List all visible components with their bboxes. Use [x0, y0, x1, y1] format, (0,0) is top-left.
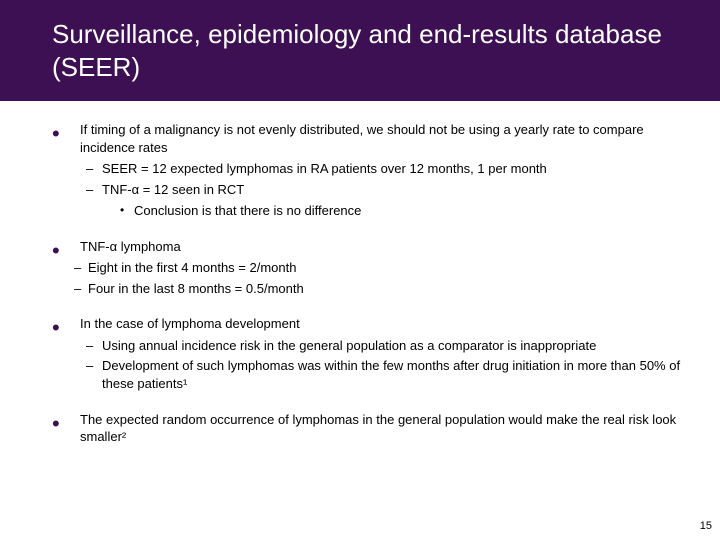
sub-list: Eight in the first 4 months = 2/month Fo…	[80, 259, 686, 297]
sub-list: Using annual incidence risk in the gener…	[80, 337, 686, 393]
bullet-item: If timing of a malignancy is not evenly …	[52, 121, 686, 220]
slide-title: Surveillance, epidemiology and end-resul…	[52, 18, 686, 83]
subsub-list: Conclusion is that there is no differenc…	[102, 202, 686, 220]
sub-item: Development of such lymphomas was within…	[80, 357, 686, 392]
subsub-text: Conclusion is that there is no differenc…	[134, 203, 361, 218]
sub-text: Development of such lymphomas was within…	[102, 358, 680, 391]
sub-text: Using annual incidence risk in the gener…	[102, 338, 596, 353]
sub-list: SEER = 12 expected lymphomas in RA patie…	[80, 160, 686, 220]
bullet-item: TNF-α lymphoma Eight in the first 4 mont…	[52, 238, 686, 298]
sub-text: Eight in the first 4 months = 2/month	[88, 260, 296, 275]
title-bar: Surveillance, epidemiology and end-resul…	[0, 0, 720, 101]
bullet-text: If timing of a malignancy is not evenly …	[80, 122, 644, 155]
bullet-text: TNF-α lymphoma	[80, 239, 181, 254]
sub-item: SEER = 12 expected lymphomas in RA patie…	[80, 160, 686, 178]
bullet-list: If timing of a malignancy is not evenly …	[52, 121, 686, 446]
slide-content: If timing of a malignancy is not evenly …	[0, 101, 720, 446]
sub-item: Eight in the first 4 months = 2/month	[80, 259, 686, 277]
bullet-item: The expected random occurrence of lympho…	[52, 411, 686, 446]
bullet-text: The expected random occurrence of lympho…	[80, 412, 676, 445]
sub-item: Four in the last 8 months = 0.5/month	[80, 280, 686, 298]
page-number: 15	[700, 520, 712, 532]
subsub-item: Conclusion is that there is no differenc…	[102, 202, 686, 220]
bullet-text: In the case of lymphoma development	[80, 316, 300, 331]
sub-text: TNF-α = 12 seen in RCT	[102, 182, 244, 197]
slide: Surveillance, epidemiology and end-resul…	[0, 0, 720, 540]
sub-item: Using annual incidence risk in the gener…	[80, 337, 686, 355]
sub-item: TNF-α = 12 seen in RCT Conclusion is tha…	[80, 181, 686, 220]
sub-text: SEER = 12 expected lymphomas in RA patie…	[102, 161, 547, 176]
bullet-item: In the case of lymphoma development Usin…	[52, 315, 686, 392]
sub-text: Four in the last 8 months = 0.5/month	[88, 281, 304, 296]
